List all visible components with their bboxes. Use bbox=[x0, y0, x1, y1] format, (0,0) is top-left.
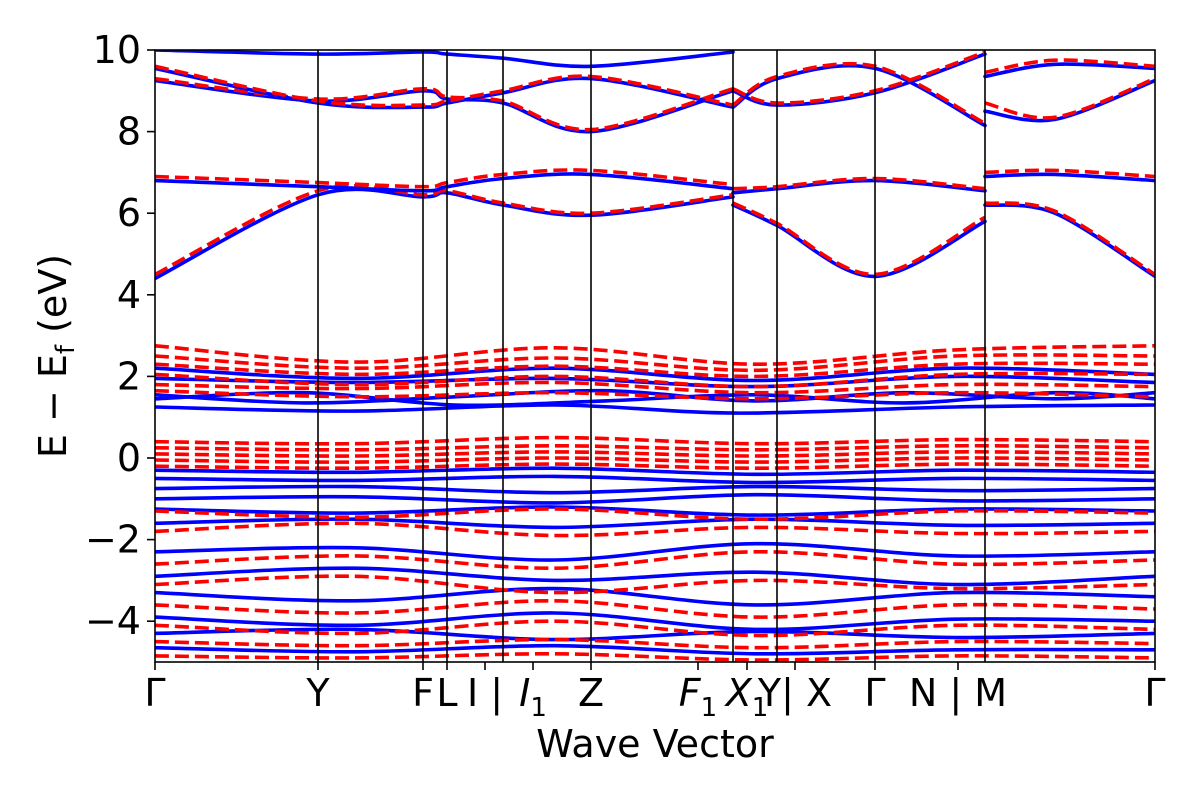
y-axis-title-subscript: f bbox=[51, 344, 81, 354]
solid-band-0 bbox=[155, 187, 735, 281]
solid-band-45 bbox=[155, 505, 1155, 517]
solid-band-44 bbox=[155, 492, 1155, 505]
dashed-band-32 bbox=[155, 361, 1155, 379]
x-tick-label-12: Γ bbox=[1144, 671, 1165, 715]
dashed-band-24 bbox=[984, 58, 1155, 75]
y-axis-title-unit: (eV) bbox=[31, 254, 75, 345]
dashed-band-35 bbox=[155, 388, 1155, 401]
x-tick-label-7: F1 bbox=[679, 671, 717, 723]
x-tick-label-4: I | bbox=[467, 671, 503, 716]
dashed-band-58 bbox=[155, 637, 1155, 650]
dashed-band-1 bbox=[155, 183, 734, 277]
solid-band-46 bbox=[155, 517, 1155, 530]
solid-band-43 bbox=[155, 484, 1155, 495]
dashed-band-15 bbox=[155, 64, 734, 108]
x-tick-label-9: Y| X bbox=[757, 671, 832, 716]
solid-band-56 bbox=[155, 627, 1155, 642]
dashed-band-54 bbox=[155, 598, 1155, 619]
x-tick-label-11: N | M bbox=[909, 671, 1007, 716]
dashed-band-36 bbox=[155, 435, 1155, 446]
x-axis-title: Wave Vector bbox=[536, 722, 774, 766]
plot-frame bbox=[154, 49, 1156, 663]
dashed-band-39 bbox=[155, 456, 1155, 464]
x-tick-label-10: Γ bbox=[864, 671, 885, 715]
solid-band-19 bbox=[731, 52, 987, 107]
solid-band-23 bbox=[983, 62, 1155, 79]
x-tick-label-1: Y bbox=[305, 671, 330, 715]
x-tick-label-3: L bbox=[436, 671, 457, 715]
dashed-band-30 bbox=[155, 344, 1155, 367]
dashed-band-60 bbox=[155, 651, 1155, 662]
x-tick-label-5: I1 bbox=[519, 671, 547, 723]
x-tick-label-8: X1 bbox=[724, 671, 769, 723]
dashed-band-57 bbox=[155, 619, 1155, 638]
solid-band-52 bbox=[155, 586, 1155, 607]
solid-band-6 bbox=[731, 178, 987, 195]
y-tick-label-0: −4 bbox=[85, 599, 141, 643]
y-tick-label-2: 0 bbox=[117, 436, 141, 480]
solid-band-29 bbox=[155, 403, 1155, 415]
dashed-band-37 bbox=[155, 443, 1155, 452]
y-tick-label-7: 10 bbox=[93, 28, 141, 72]
dashed-band-38 bbox=[155, 450, 1155, 458]
band-lines bbox=[155, 50, 1155, 662]
dashed-band-9 bbox=[984, 201, 1155, 276]
y-tick-label-4: 4 bbox=[117, 273, 141, 317]
dashed-band-48 bbox=[155, 507, 1155, 522]
dashed-band-20 bbox=[732, 50, 986, 105]
dashed-band-7 bbox=[732, 176, 986, 191]
x-tick-label-6: Z bbox=[578, 671, 604, 715]
solid-band-42 bbox=[155, 474, 1155, 485]
high-symmetry-lines bbox=[317, 50, 986, 662]
dashed-band-31 bbox=[155, 353, 1155, 373]
solid-band-25 bbox=[155, 366, 1155, 383]
solid-band-21 bbox=[983, 78, 1155, 123]
x-tick-label-2: F bbox=[412, 671, 434, 715]
dashed-band-33 bbox=[155, 371, 1155, 389]
y-tick-label-3: 2 bbox=[117, 354, 141, 398]
dashed-band-22 bbox=[984, 76, 1155, 120]
solid-band-10 bbox=[983, 172, 1155, 183]
dashed-band-11 bbox=[984, 168, 1155, 179]
y-axis-ticks: −4 −2 0 2 4 6 8 10 bbox=[85, 28, 155, 643]
dashed-band-40 bbox=[155, 462, 1155, 471]
solid-band-51 bbox=[155, 566, 1155, 587]
dashed-band-50 bbox=[155, 549, 1155, 571]
y-tick-label-5: 6 bbox=[117, 191, 141, 235]
solid-band-47 bbox=[155, 541, 1155, 562]
dashed-band-5 bbox=[732, 201, 986, 277]
solid-band-55 bbox=[155, 611, 1155, 632]
solid-band-16 bbox=[155, 50, 735, 69]
dashed-band-18 bbox=[731, 61, 986, 125]
y-axis-title-main: E − E bbox=[31, 354, 75, 458]
solid-band-41 bbox=[155, 466, 1155, 477]
y-tick-label-6: 8 bbox=[117, 110, 141, 154]
solid-band-8 bbox=[983, 203, 1155, 279]
dashed-band-49 bbox=[155, 521, 1155, 538]
y-axis-title: E − Ef (eV) bbox=[31, 254, 81, 458]
dashed-band-34 bbox=[155, 380, 1155, 395]
solid-band-59 bbox=[155, 643, 1155, 656]
y-tick-label-1: −2 bbox=[85, 518, 141, 562]
x-tick-label-0: Γ bbox=[144, 671, 165, 715]
dashed-band-53 bbox=[155, 574, 1155, 595]
